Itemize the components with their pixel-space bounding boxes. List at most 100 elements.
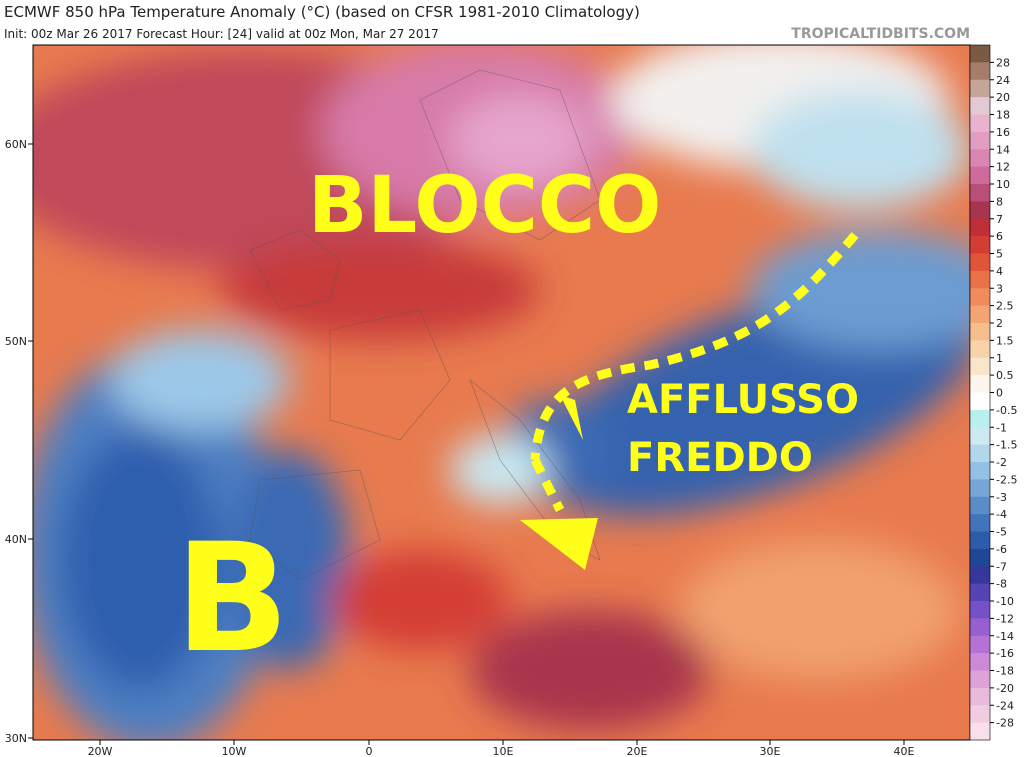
colorbar-label: 1.5 [996,334,1014,347]
color-box [970,270,990,289]
color-box [970,705,990,724]
color-box [970,462,990,480]
colorbar-label: -24 [996,699,1014,712]
lon-label: 30E [760,745,781,757]
color-box [970,409,990,428]
colorbar-label: 10 [996,178,1010,191]
color-box [970,97,990,115]
colorbar-label: -2 [996,456,1007,469]
colorbar-label: 0 [996,387,1003,400]
colorbar-label: -18 [996,665,1014,678]
colorbar-label: 16 [996,126,1010,139]
color-box [970,340,990,359]
colorbar-label: 7 [996,213,1003,226]
annotation: FREDDO [627,435,813,481]
colorbar-label: -3 [996,491,1007,504]
lat-label: 50N [5,335,27,348]
colorbar-label: -12 [996,612,1014,625]
colorbar-label: -16 [996,647,1014,660]
colorbar-label: 6 [996,230,1003,243]
color-box [970,357,990,376]
colorbar-label: -5 [996,526,1007,539]
colorbar-label: -28 [996,717,1014,730]
colorbar: 28 24 20 18 16 14 12 10 8 7 6 5 4 3 2.5 2 1.5 1 0.5 0 -0.5 -1… [969,44,1017,741]
color-box [970,514,990,532]
lat-label: 30N [5,732,27,745]
color-box [970,722,990,741]
colorbar-label: -0.5 [996,404,1017,417]
color-box [970,166,990,185]
colorbar-label: -2.5 [996,473,1017,486]
subtitle: Init: 00z Mar 26 2017 Forecast Hour: [24… [4,27,439,41]
lat-label: 40N [5,533,27,546]
annotation: AFFLUSSO [627,377,859,423]
colorbar-label: -14 [996,630,1014,643]
colorbar-label: -1 [996,421,1007,434]
color-box [970,531,990,550]
lon-label: 10W [222,745,247,757]
axes: 60N 50N 40N 30N 20W 10W 0 10E 20E 30E 40E [5,138,915,757]
color-box [970,687,990,706]
color-box [970,253,990,272]
colorbar-label: 5 [996,248,1003,261]
lat-label: 60N [5,138,27,151]
colorbar-label: -7 [996,560,1007,573]
colorbar-label: 14 [996,143,1010,156]
color-box [970,323,990,341]
colorbar-label: 8 [996,195,1003,208]
annotation: B [175,512,289,686]
color-box [970,618,990,637]
colorbar-label: 2.5 [996,300,1014,313]
colorbar-label: -6 [996,543,1007,556]
color-box [970,114,990,133]
colorbar-label: 0.5 [996,369,1014,382]
colorbar-label: -20 [996,682,1014,695]
colorbar-label: 24 [996,74,1010,87]
color-box [970,479,990,498]
lon-label: 20E [627,745,648,757]
colorbar-label: 2 [996,317,1003,330]
lon-label: 0 [366,745,373,757]
lon-label: 10E [493,745,514,757]
color-box [970,427,990,446]
color-box [970,653,990,671]
color-box [970,583,990,602]
color-box [970,601,990,619]
color-box [970,62,990,81]
colorbar-label: -8 [996,578,1007,591]
color-box [970,375,990,393]
colorbar-label: 1 [996,352,1003,365]
annotation: BLOCCO [308,161,661,251]
color-box [970,548,990,567]
color-box [970,496,990,515]
colorbar-label: 28 [996,56,1010,69]
color-box [970,45,990,63]
color-box [970,288,990,307]
color-box [970,201,990,220]
color-box [970,218,990,237]
color-box [970,444,990,463]
colorbar-label: -10 [996,595,1014,608]
color-box [970,236,990,254]
lon-label: 20W [88,745,113,757]
color-box [970,305,990,324]
colorbar-label: 18 [996,109,1010,122]
colorbar-label: -1.5 [996,439,1017,452]
color-box [970,149,990,168]
map [33,45,970,740]
colorbar-label: -4 [996,508,1007,521]
color-box [970,184,990,202]
colorbar-label: 4 [996,265,1003,278]
color-box [970,566,990,585]
colorbar-label: 20 [996,91,1010,104]
color-box [970,131,990,150]
lon-label: 40E [894,745,915,757]
colorbar-label: 12 [996,161,1010,174]
color-box [970,670,990,689]
colorbar-label: 3 [996,282,1003,295]
color-box [970,79,990,98]
color-box [970,635,990,654]
color-box [970,392,990,411]
title: ECMWF 850 hPa Temperature Anomaly (°C) (… [4,3,640,21]
